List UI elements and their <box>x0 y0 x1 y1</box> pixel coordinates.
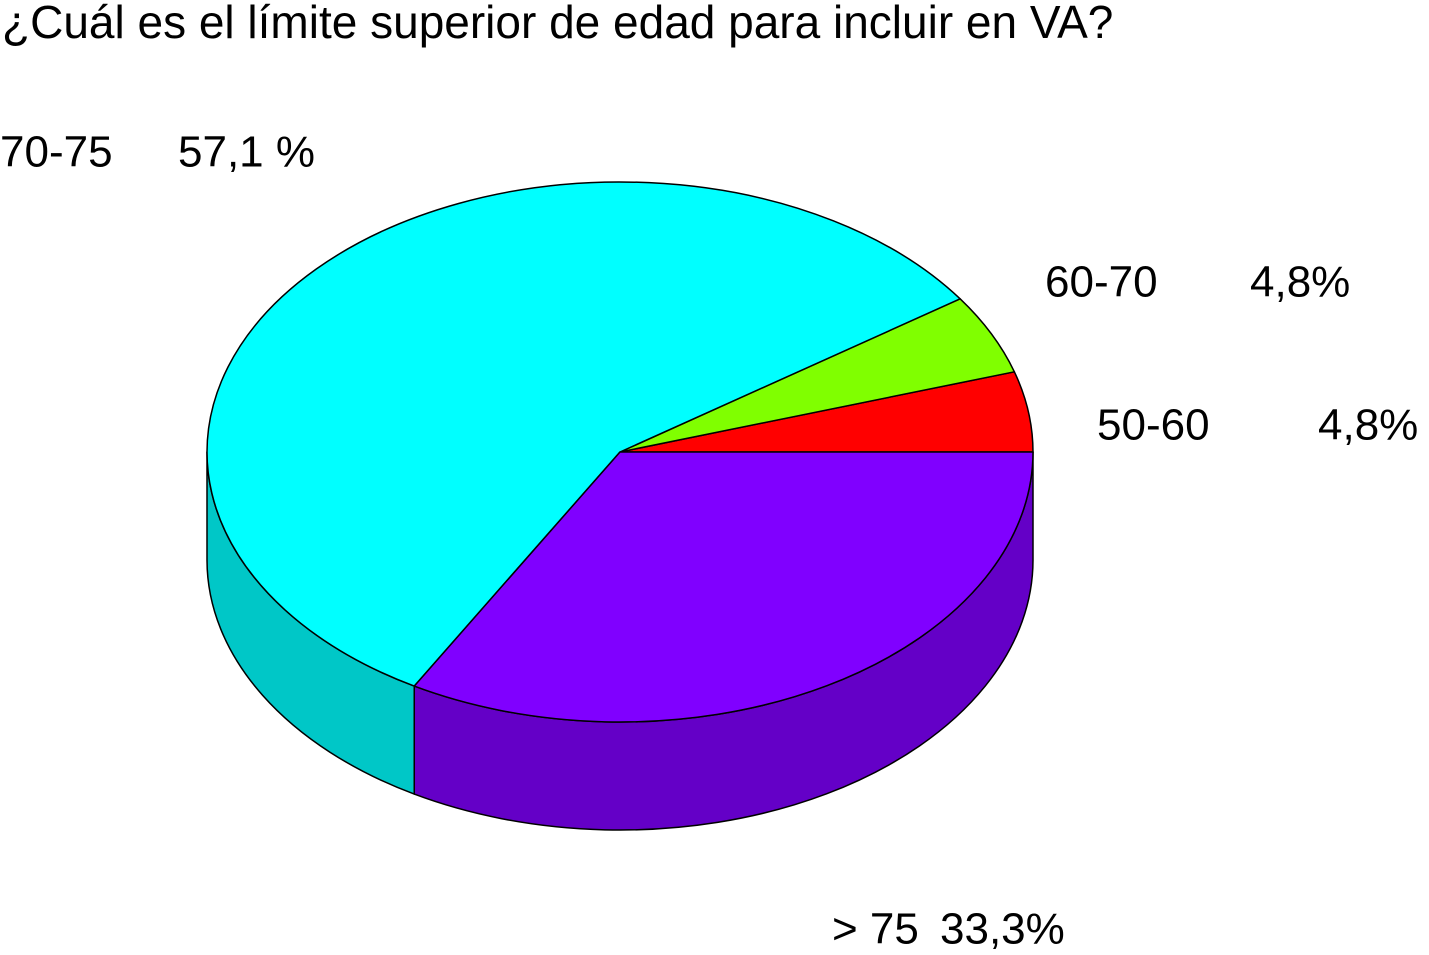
value-label: 4,8% <box>1318 401 1418 450</box>
value-label: 4,8% <box>1250 258 1350 307</box>
pie-slice <box>413 451 1034 723</box>
value-label: 33,3% <box>940 905 1065 954</box>
pie-slice <box>206 181 961 687</box>
category-label: 70-75 <box>0 128 113 177</box>
category-label: > 75 <box>832 905 919 954</box>
value-label: 57,1 % <box>178 128 315 177</box>
chart-title: ¿Cuál es el límite superior de edad para… <box>2 0 1113 48</box>
category-label: 50-60 <box>1097 401 1210 450</box>
category-label: 60-70 <box>1045 258 1158 307</box>
